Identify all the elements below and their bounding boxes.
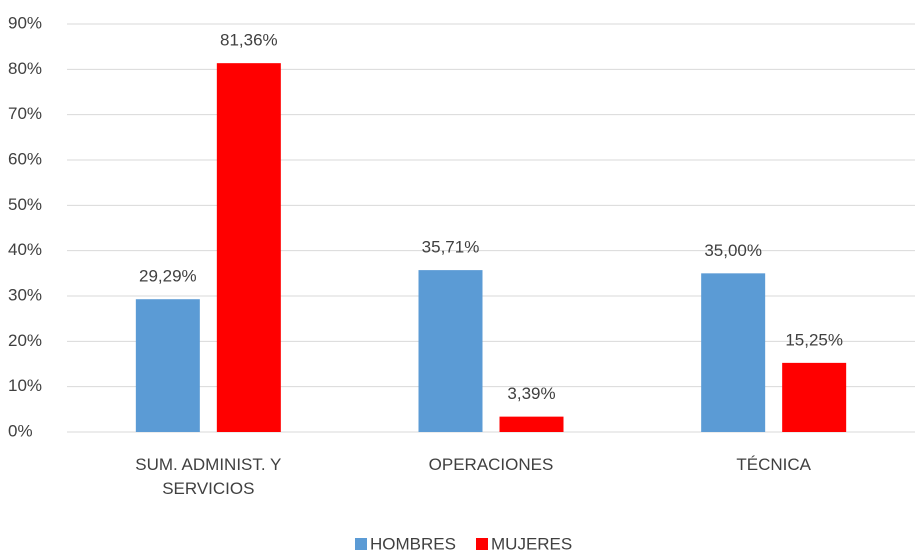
bar: [782, 362, 847, 432]
x-tick-label: OPERACIONES: [428, 455, 554, 474]
y-tick-label: 90%: [8, 13, 42, 32]
value-label: 3,39%: [507, 384, 555, 403]
bar: [216, 63, 281, 432]
legend-label: MUJERES: [491, 534, 572, 553]
x-tick-label: SUM. ADMINIST. Y SERVICIOS: [135, 455, 282, 498]
value-label: 35,00%: [704, 241, 762, 260]
x-tick-label: TÉCNICA: [736, 455, 811, 474]
y-tick-label: 0%: [8, 421, 33, 440]
y-tick-label: 10%: [8, 376, 42, 395]
y-tick-label: 50%: [8, 195, 42, 214]
y-tick-label: 80%: [8, 59, 42, 78]
value-label: 29,29%: [139, 267, 197, 286]
y-tick-label: 30%: [8, 285, 42, 304]
y-tick-label: 20%: [8, 331, 42, 350]
legend-label: HOMBRES: [370, 534, 456, 553]
value-label: 35,71%: [422, 238, 480, 257]
bar: [499, 416, 564, 432]
bar: [701, 273, 766, 432]
y-tick-label: 40%: [8, 240, 42, 259]
value-label: 15,25%: [785, 330, 843, 349]
bar: [418, 270, 483, 432]
legend-swatch: [355, 538, 367, 550]
y-tick-label: 60%: [8, 149, 42, 168]
bar: [135, 299, 200, 432]
value-label: 81,36%: [220, 31, 278, 50]
legend-swatch: [476, 538, 488, 550]
y-tick-label: 70%: [8, 104, 42, 123]
